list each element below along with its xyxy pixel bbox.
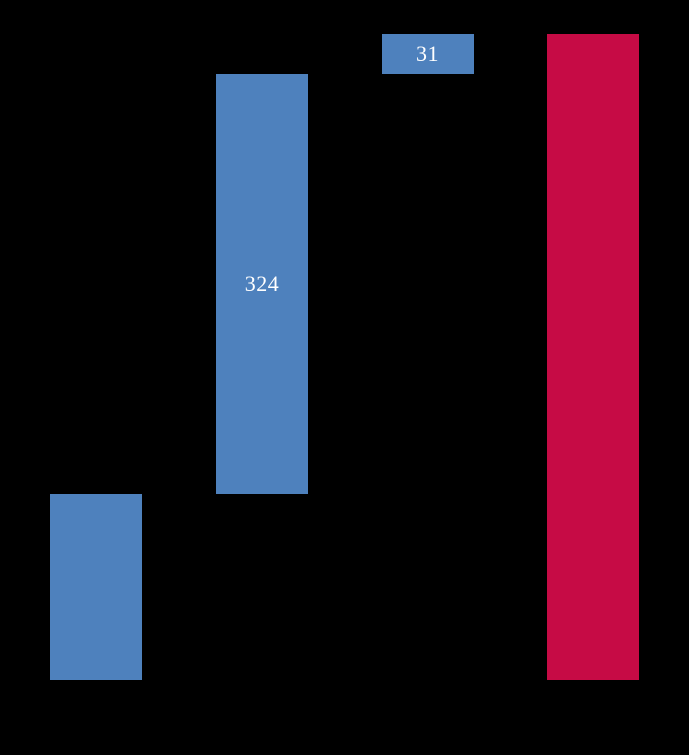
waterfall-bar-step-1 [50, 493, 142, 680]
waterfall-bar-step-3: 31 [381, 34, 474, 75]
bar-value-label: 324 [244, 270, 280, 296]
waterfall-bar-step-2: 324 [216, 74, 308, 494]
bar-value-label: 31 [416, 41, 439, 67]
waterfall-bar-total [547, 34, 639, 680]
